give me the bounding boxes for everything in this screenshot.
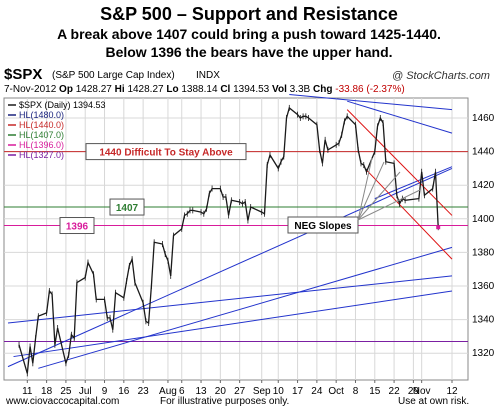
trendline-3 [38, 246, 453, 369]
lo-value: 1388.14 [181, 84, 218, 95]
op-label: Op [59, 84, 73, 95]
x-tick-label-16: Oct [328, 386, 344, 397]
x-tick-label-3: Jul [79, 386, 92, 397]
x-tick-label-13: 10 [273, 386, 285, 397]
y-tick-label-3: 1380 [472, 247, 495, 258]
annotation-box-1 [109, 198, 145, 216]
chg-value: -33.86 (-2.37%) [335, 84, 405, 95]
x-tick-label-2: 25 [60, 386, 72, 397]
x-tick-label-14: 17 [292, 386, 304, 397]
quote-date: 7-Nov-2012 [4, 84, 57, 95]
y-tick-label-0: 1320 [472, 348, 495, 359]
legend-label-1: HL(1480.0) [19, 110, 64, 120]
x-tick-label-11: 27 [234, 386, 246, 397]
x-tick-label-7: Aug [159, 386, 177, 397]
annotation-pointer-1 [357, 161, 385, 221]
trendline-6 [374, 166, 453, 200]
trendline-2 [13, 290, 453, 358]
legend-label-2: HL(1440.0) [19, 120, 64, 130]
y-tick-label-5: 1420 [472, 180, 495, 191]
footer-website: www.ciovaccocapital.com [6, 396, 120, 407]
x-tick-label-12: Sep [253, 386, 271, 397]
source-logo: @ StockCharts.com [392, 70, 490, 82]
price-series [18, 104, 441, 377]
y-axis: 1320 1340 1360 1380 1400 1420 1440 1460 [472, 113, 495, 359]
trendlines [7, 93, 453, 369]
chart-title: S&P 500 – Support and Resistance [100, 4, 398, 24]
x-tick-label-22: 12 [446, 386, 458, 397]
y-tick-label-4: 1400 [472, 214, 495, 225]
trendline-5 [347, 100, 453, 134]
x-tick-label-17: 8 [353, 386, 359, 397]
x-tick-label-4: 9 [102, 386, 108, 397]
exchange-label: INDX [196, 70, 220, 81]
footer-note: For illustrative purposes only. [160, 396, 290, 407]
y-tick-label-2: 1360 [472, 281, 495, 292]
annotation-text-2: 1396 [66, 222, 89, 233]
trendline-0 [7, 167, 453, 368]
x-tick-label-5: 16 [118, 386, 130, 397]
legend-label-5: HL(1327.0) [19, 150, 64, 160]
legend: $SPX (Daily) 1394.53HL(1480.0)HL(1440.0)… [8, 100, 106, 160]
cl-value: 1394.53 [233, 84, 270, 95]
annotations: 1440 Difficult To Stay Above 1407 1396 NEG … [59, 143, 421, 235]
annotation-box-0 [85, 143, 247, 161]
annotation-text-3: NEG Slopes [294, 221, 352, 232]
legend-label-4: HL(1396.0) [19, 140, 64, 150]
x-axis: 11 18 25 Jul 9 16 23 Aug 6 13 20 27 Sep 10 17 24 Oct 8 15 2… [22, 380, 458, 397]
annotation-pointer-2 [357, 171, 401, 221]
quote-row: 7-Nov-2012 Op 1428.27 Hi 1428.27 Lo 1388… [4, 84, 405, 95]
x-tick-label-20: 29 [408, 386, 420, 397]
x-tick-label-1: 18 [41, 386, 53, 397]
lo-label: Lo [166, 84, 179, 95]
x-tick-label-18: 15 [369, 386, 381, 397]
last-price-marker [436, 225, 441, 230]
annotation-box-3 [287, 216, 359, 234]
y-tick-label-1: 1340 [472, 315, 495, 326]
annotation-pointer-3 [357, 189, 421, 221]
y-tick-label-7: 1460 [472, 113, 495, 124]
symbol-label: $SPX [4, 66, 43, 83]
legend-label-0: $SPX (Daily) 1394.53 [19, 100, 106, 110]
x-tick-label-8: 6 [179, 386, 185, 397]
trendline-1 [7, 275, 453, 324]
annotation-pointer-0 [357, 157, 373, 221]
x-tick-label-21: Nov [413, 386, 431, 397]
x-tick-label-0: 11 [22, 386, 33, 397]
trendline-7 [346, 109, 453, 216]
hi-value: 1428.27 [127, 84, 164, 95]
x-tick-label-9: 13 [195, 386, 207, 397]
x-tick-label-10: 20 [215, 386, 227, 397]
annotation-text-0: 1440 Difficult To Stay Above [99, 148, 233, 159]
trendline-8 [366, 169, 453, 260]
symbol-description: (S&P 500 Large Cap Index) [52, 70, 175, 81]
chart-subtitle-1: A break above 1407 could bring a push to… [57, 26, 441, 42]
chart-subtitle-2: Below 1396 the bears have the upper hand… [105, 44, 393, 60]
chg-label: Chg [313, 84, 333, 95]
hi-label: Hi [114, 84, 125, 95]
footer-risk: Use at own risk. [398, 396, 470, 407]
x-tick-label-6: 23 [138, 386, 150, 397]
op-value: 1428.27 [75, 84, 112, 95]
trendline-4 [289, 93, 453, 111]
vol-label: Vol [272, 84, 287, 95]
y-tick-label-6: 1440 [472, 147, 495, 158]
x-tick-label-15: 24 [311, 386, 323, 397]
legend-label-3: HL(1407.0) [19, 130, 64, 140]
annotation-text-1: 1407 [116, 203, 139, 214]
vol-value: 3.3B [289, 84, 311, 95]
cl-label: Cl [220, 84, 231, 95]
annotation-box-2 [59, 217, 95, 235]
x-tick-label-19: 22 [389, 386, 401, 397]
footer: www.ciovaccocapital.com For illustrative… [0, 396, 498, 412]
